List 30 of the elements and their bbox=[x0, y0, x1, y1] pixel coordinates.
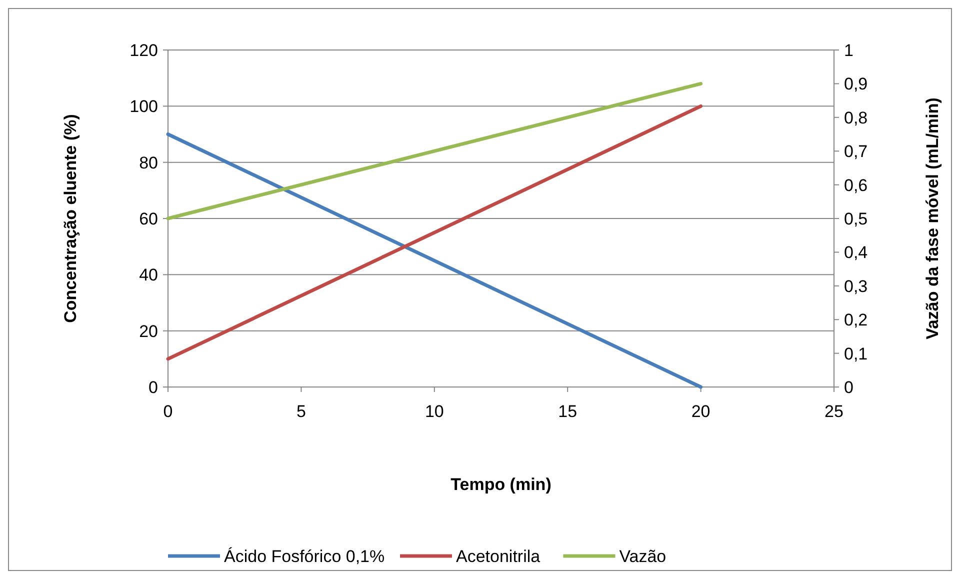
y2-tick-label: 0,2 bbox=[844, 310, 868, 330]
y2-tick-label: 0,5 bbox=[844, 209, 868, 228]
legend-label: Ácido Fosfórico 0,1% bbox=[224, 546, 385, 566]
y-tick-label: 20 bbox=[139, 322, 158, 341]
x-tick-label: 10 bbox=[424, 402, 444, 421]
x-tick-label: 20 bbox=[691, 402, 710, 421]
y2-tick-label: 0,7 bbox=[844, 142, 868, 162]
y2-tick-label: 0,3 bbox=[844, 276, 868, 296]
x-tick-label: 5 bbox=[296, 402, 306, 421]
y-tick-label: 80 bbox=[139, 153, 158, 172]
y-tick-label: 120 bbox=[130, 40, 158, 60]
y2-tick-label: 0,1 bbox=[844, 344, 868, 364]
x-tick-label: 0 bbox=[163, 402, 173, 421]
legend-label: Vazão bbox=[619, 546, 666, 566]
y2-axis-title: Vazão da fase móvel (mL/min) bbox=[923, 98, 942, 340]
y-tick-label: 60 bbox=[139, 209, 158, 228]
y-tick-label: 0 bbox=[148, 378, 158, 397]
y2-tick-label: 0,6 bbox=[844, 176, 868, 195]
y2-tick-label: 0 bbox=[844, 378, 854, 397]
x-tick-label: 25 bbox=[824, 402, 844, 421]
y2-tick-label: 1 bbox=[844, 40, 854, 60]
x-tick-label: 15 bbox=[558, 402, 578, 421]
legend-label: Acetonitrila bbox=[456, 546, 541, 566]
x-axis-title: Tempo (min) bbox=[450, 475, 552, 494]
y-axis-title: Concentração eluente (%) bbox=[61, 114, 80, 323]
y2-tick-label: 0,8 bbox=[844, 108, 868, 128]
y2-tick-label: 0,9 bbox=[844, 74, 868, 94]
y-tick-label: 40 bbox=[139, 266, 158, 285]
y2-tick-label: 0,4 bbox=[844, 243, 868, 262]
y-tick-label: 100 bbox=[130, 97, 158, 116]
